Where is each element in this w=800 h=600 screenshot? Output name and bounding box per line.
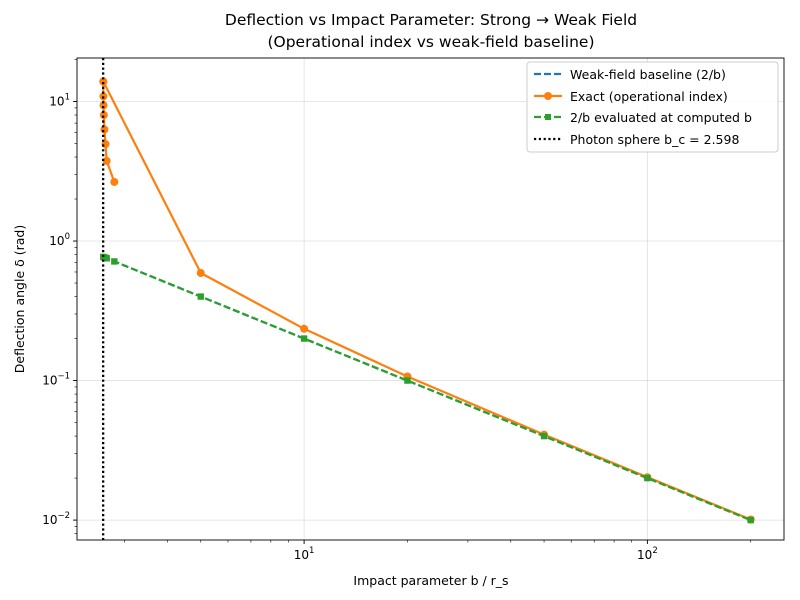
legend-label-exact: Exact (operational index) <box>570 89 728 104</box>
legend-label-weak-field: Weak-field baseline (2/b) <box>570 67 726 82</box>
data-point-computed-b <box>111 258 118 265</box>
data-point-exact <box>99 92 108 101</box>
y-tick-label: 100 <box>49 232 70 248</box>
plot-frame <box>76 57 785 541</box>
y-axis-label: Deflection angle δ (rad) <box>12 225 27 373</box>
legend-marker-computed-b <box>545 114 551 120</box>
data-point-computed-b <box>540 432 548 440</box>
data-point-computed-b <box>404 377 411 384</box>
data-point-exact <box>196 269 205 278</box>
data-point-exact <box>100 125 109 134</box>
data-point-computed-b <box>747 516 754 524</box>
data-point-exact <box>99 101 108 110</box>
data-point-exact <box>99 77 108 86</box>
data-point-exact <box>300 324 309 333</box>
legend-label-photon-sphere: Photon sphere b_c = 2.598 <box>570 132 739 147</box>
y-tick-label: 101 <box>49 92 70 108</box>
y-tick-label: 10−1 <box>42 372 70 388</box>
data-point-computed-b <box>300 335 308 342</box>
x-tick-label: 101 <box>294 546 315 562</box>
legend: Weak-field baseline (2/b) Exact (operati… <box>526 61 779 153</box>
data-point-computed-b <box>644 474 651 482</box>
x-tick-label: 102 <box>637 546 658 562</box>
data-point-exact <box>102 156 111 165</box>
chart-subtitle: (Operational index vs weak-field baselin… <box>267 33 594 51</box>
data-point-exact <box>99 111 108 120</box>
data-point-computed-b <box>197 293 204 300</box>
data-point-exact <box>110 177 119 186</box>
legend-box <box>526 61 779 153</box>
data-point-computed-b <box>103 255 110 262</box>
x-axis-label: Impact parameter b / r_s <box>353 573 508 588</box>
legend-marker-exact <box>544 92 552 100</box>
legend-label-computed-b: 2/b evaluated at computed b <box>570 110 752 125</box>
axis-ticks: 101 102 10−2 10−1 100 101 <box>42 59 752 562</box>
series-layer <box>99 58 755 540</box>
y-tick-label: 10−2 <box>42 511 70 527</box>
chart-title: Deflection vs Impact Parameter: Strong →… <box>225 11 637 29</box>
